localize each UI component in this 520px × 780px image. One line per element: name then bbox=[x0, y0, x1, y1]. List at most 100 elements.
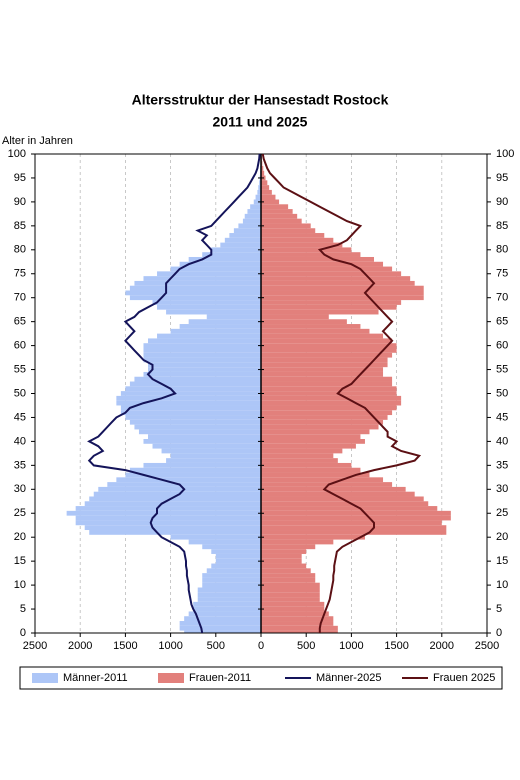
bar bbox=[143, 352, 261, 358]
bar bbox=[261, 582, 320, 588]
line bbox=[87, 153, 261, 634]
bar bbox=[152, 443, 261, 449]
bar bbox=[170, 266, 261, 272]
bar bbox=[261, 233, 325, 238]
y-tick-label: 55 bbox=[496, 363, 508, 375]
bar bbox=[211, 549, 261, 554]
y-tick-label: 30 bbox=[14, 483, 26, 495]
bar bbox=[170, 534, 261, 540]
bar bbox=[116, 477, 261, 483]
y-tick-label: 40 bbox=[14, 435, 26, 447]
bar bbox=[261, 352, 393, 358]
bar bbox=[125, 472, 262, 478]
bar bbox=[129, 467, 261, 473]
bar bbox=[261, 333, 384, 339]
x-tick-label: 1500 bbox=[384, 640, 408, 652]
bar bbox=[143, 357, 261, 363]
bar bbox=[250, 204, 261, 210]
bar bbox=[261, 592, 320, 598]
y-tick-label: 70 bbox=[14, 292, 26, 304]
bar bbox=[224, 237, 261, 243]
legend-label: Männer-2025 bbox=[316, 672, 381, 684]
bar bbox=[261, 443, 356, 449]
y-tick-label: 25 bbox=[496, 507, 508, 519]
bar bbox=[261, 242, 343, 248]
x-tick-label: 2500 bbox=[23, 640, 47, 652]
bar bbox=[261, 410, 393, 416]
bar bbox=[261, 386, 397, 392]
bar bbox=[188, 539, 261, 545]
bar bbox=[261, 625, 338, 631]
bar bbox=[261, 558, 302, 564]
bar bbox=[143, 343, 261, 348]
y-tick-label: 90 bbox=[496, 196, 508, 208]
bar bbox=[143, 371, 261, 377]
bar bbox=[261, 415, 388, 420]
bar bbox=[148, 338, 261, 344]
bar bbox=[261, 486, 406, 492]
x-tick-label: 1000 bbox=[339, 640, 363, 652]
bar bbox=[261, 510, 451, 516]
bar bbox=[261, 324, 361, 329]
bar bbox=[193, 606, 261, 612]
y-tick-label: 90 bbox=[14, 196, 26, 208]
bar bbox=[261, 429, 370, 435]
bar bbox=[134, 424, 261, 430]
chart-title: Altersstruktur der Hansestadt Rostock bbox=[132, 92, 389, 108]
bar bbox=[206, 568, 261, 574]
y-tick-label: 65 bbox=[14, 316, 26, 328]
bar bbox=[261, 304, 397, 310]
bar bbox=[261, 587, 320, 593]
bar bbox=[215, 558, 261, 564]
y-tick-label: 45 bbox=[496, 411, 508, 423]
bar bbox=[202, 577, 261, 583]
y-tick-label: 100 bbox=[496, 148, 514, 160]
bar bbox=[134, 280, 261, 286]
bar bbox=[261, 295, 424, 301]
legend-swatch bbox=[32, 673, 58, 683]
bar bbox=[261, 400, 402, 406]
bar bbox=[143, 276, 261, 281]
bar bbox=[261, 606, 325, 612]
y-tick-label: 75 bbox=[496, 268, 508, 280]
y-tick-label: 80 bbox=[14, 244, 26, 256]
bar bbox=[261, 597, 320, 602]
y-tick-label: 30 bbox=[496, 483, 508, 495]
bar bbox=[261, 290, 424, 296]
y-tick-label: 5 bbox=[496, 603, 502, 615]
bar bbox=[261, 434, 361, 440]
bar bbox=[148, 434, 261, 440]
bar bbox=[261, 165, 264, 171]
y-tick-label: 5 bbox=[20, 603, 26, 615]
bar bbox=[261, 630, 338, 633]
bar bbox=[261, 371, 384, 377]
bar bbox=[261, 300, 402, 305]
bar bbox=[129, 419, 261, 425]
bar bbox=[129, 285, 261, 291]
bar bbox=[125, 386, 262, 392]
bar bbox=[261, 280, 415, 286]
bar bbox=[120, 405, 261, 411]
bar bbox=[157, 333, 261, 339]
bar bbox=[66, 510, 261, 516]
bar bbox=[179, 621, 261, 626]
bar bbox=[261, 616, 334, 622]
x-tick-label: 500 bbox=[297, 640, 315, 652]
x-tick-label: 2000 bbox=[430, 640, 454, 652]
y-tick-label: 70 bbox=[496, 292, 508, 304]
bar bbox=[261, 347, 397, 353]
chart-subtitle: 2011 und 2025 bbox=[213, 114, 308, 130]
bar bbox=[261, 472, 370, 478]
y-tick-label: 35 bbox=[14, 459, 26, 471]
bar bbox=[261, 525, 447, 531]
bar bbox=[229, 233, 261, 238]
bar bbox=[188, 611, 261, 617]
bar bbox=[93, 491, 261, 497]
legend-label: Frauen-2011 bbox=[189, 672, 251, 684]
bar bbox=[89, 530, 262, 535]
bar bbox=[261, 319, 347, 325]
x-tick-label: 1000 bbox=[158, 640, 182, 652]
bar bbox=[261, 467, 361, 473]
x-tick-label: 2000 bbox=[68, 640, 92, 652]
